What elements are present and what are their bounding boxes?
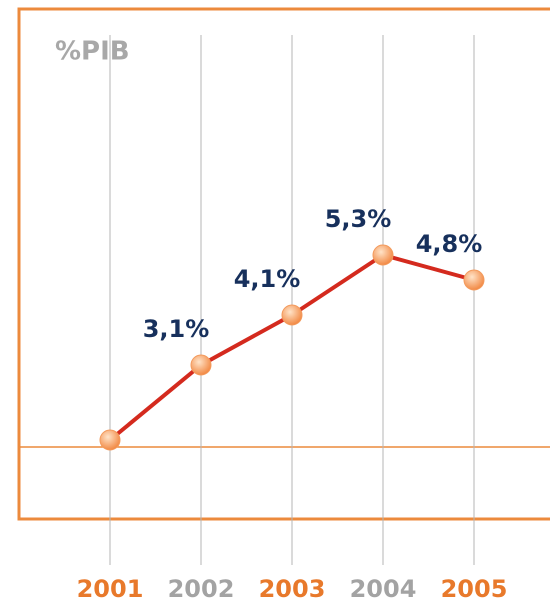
y-axis-title: %PIB xyxy=(55,37,130,67)
data-label: 3,1% xyxy=(143,315,210,343)
x-tick-label: 2001 xyxy=(77,575,144,603)
frame xyxy=(17,7,550,521)
x-tick-label: 2002 xyxy=(168,575,235,603)
data-label: 4,8% xyxy=(416,230,483,258)
point xyxy=(372,244,394,266)
x-tick-label: 2005 xyxy=(441,575,508,603)
point xyxy=(281,304,303,326)
data-label: 4,1% xyxy=(234,265,301,293)
point xyxy=(463,269,485,291)
x-tick-label: 2003 xyxy=(259,575,326,603)
data-label: 5,3% xyxy=(325,205,392,233)
point xyxy=(99,429,121,451)
x-tick-label: 2004 xyxy=(350,575,417,603)
point xyxy=(190,354,212,376)
